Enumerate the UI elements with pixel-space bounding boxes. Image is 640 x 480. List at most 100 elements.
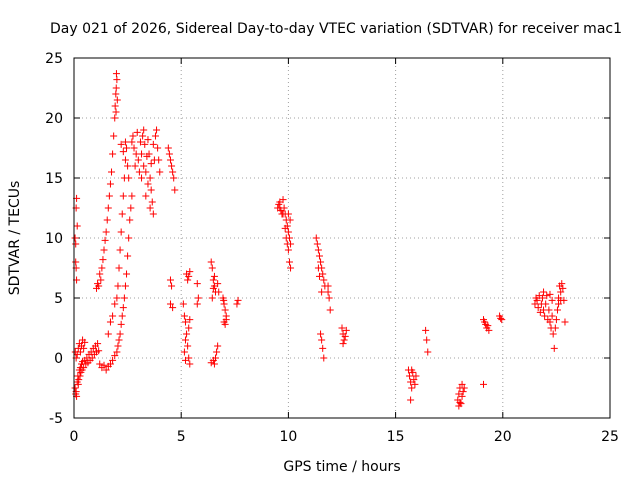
- data-point: [546, 290, 554, 298]
- data-points: [71, 70, 569, 410]
- data-point: [117, 228, 125, 236]
- data-point: [559, 284, 567, 292]
- data-point: [166, 300, 174, 308]
- data-point: [408, 384, 416, 392]
- data-point: [113, 348, 121, 356]
- data-point: [115, 336, 123, 344]
- data-point: [455, 402, 463, 410]
- data-point: [80, 364, 88, 372]
- data-point: [72, 240, 80, 248]
- data-point: [112, 108, 120, 116]
- data-point: [153, 126, 161, 134]
- data-point: [424, 348, 432, 356]
- data-point: [155, 156, 163, 164]
- data-point: [131, 162, 139, 170]
- data-point: [128, 192, 136, 200]
- x-tick-label: 25: [601, 429, 619, 445]
- data-point: [533, 296, 541, 304]
- data-point: [114, 282, 122, 290]
- data-point: [104, 330, 112, 338]
- data-point: [208, 264, 216, 272]
- data-point: [555, 300, 563, 308]
- data-point: [165, 150, 173, 158]
- data-point: [171, 186, 179, 194]
- x-tick-label: 0: [70, 429, 79, 445]
- data-point: [126, 216, 134, 224]
- data-point: [111, 114, 119, 122]
- data-point: [284, 246, 292, 254]
- data-point: [108, 168, 116, 176]
- data-point: [140, 162, 148, 170]
- data-point: [233, 300, 241, 308]
- data-point: [485, 326, 493, 334]
- data-point: [480, 380, 488, 388]
- data-point: [164, 144, 172, 152]
- data-point: [210, 272, 218, 280]
- data-point: [276, 204, 284, 212]
- x-tick-label: 10: [279, 429, 297, 445]
- x-tick-label: 15: [387, 429, 405, 445]
- data-point: [99, 256, 107, 264]
- data-point: [214, 342, 222, 350]
- data-point: [314, 264, 322, 272]
- data-point: [339, 340, 347, 348]
- data-point: [136, 138, 144, 146]
- x-axis-label: GPS time / hours: [283, 459, 400, 475]
- data-point: [141, 140, 149, 148]
- data-point: [102, 366, 110, 374]
- data-point: [320, 276, 328, 284]
- data-point: [458, 380, 466, 388]
- data-point: [284, 228, 292, 236]
- data-point: [208, 294, 216, 302]
- data-point: [318, 336, 326, 344]
- data-point: [119, 148, 127, 156]
- data-point: [552, 316, 560, 324]
- data-point: [215, 288, 223, 296]
- data-point: [319, 344, 327, 352]
- data-point: [111, 102, 119, 110]
- data-point: [133, 128, 141, 136]
- data-point: [121, 282, 129, 290]
- data-point: [115, 264, 123, 272]
- data-point: [119, 304, 127, 312]
- data-point: [286, 216, 294, 224]
- data-point: [324, 288, 332, 296]
- y-axis-label: SDTVAR / TECUs: [7, 181, 23, 296]
- data-point: [411, 380, 419, 388]
- data-point: [181, 318, 189, 326]
- data-point: [144, 180, 152, 188]
- data-point: [542, 300, 550, 308]
- data-point: [551, 324, 559, 332]
- data-point: [116, 330, 124, 338]
- data-point: [109, 312, 117, 320]
- data-point: [113, 96, 121, 104]
- data-point: [284, 210, 292, 218]
- data-point: [111, 352, 119, 360]
- data-point: [123, 144, 131, 152]
- data-point: [313, 240, 321, 248]
- data-point: [118, 210, 126, 218]
- data-point: [213, 348, 221, 356]
- data-point: [100, 246, 108, 254]
- data-point: [73, 222, 81, 230]
- data-point: [94, 340, 102, 348]
- data-point: [408, 366, 416, 374]
- data-point: [179, 300, 187, 308]
- x-tick-label: 5: [177, 429, 186, 445]
- data-point: [80, 344, 88, 352]
- data-point: [484, 322, 492, 330]
- data-point: [117, 140, 125, 148]
- data-point: [325, 294, 333, 302]
- data-point: [545, 306, 553, 314]
- y-tick-label: 15: [45, 171, 63, 187]
- data-point: [317, 330, 325, 338]
- data-point: [72, 258, 80, 266]
- data-point: [194, 294, 202, 302]
- data-point: [127, 204, 135, 212]
- x-tick-label: 20: [494, 429, 512, 445]
- data-point: [283, 240, 291, 248]
- data-point: [166, 276, 174, 284]
- data-point: [96, 270, 104, 278]
- data-point: [186, 268, 194, 276]
- data-point: [109, 356, 117, 364]
